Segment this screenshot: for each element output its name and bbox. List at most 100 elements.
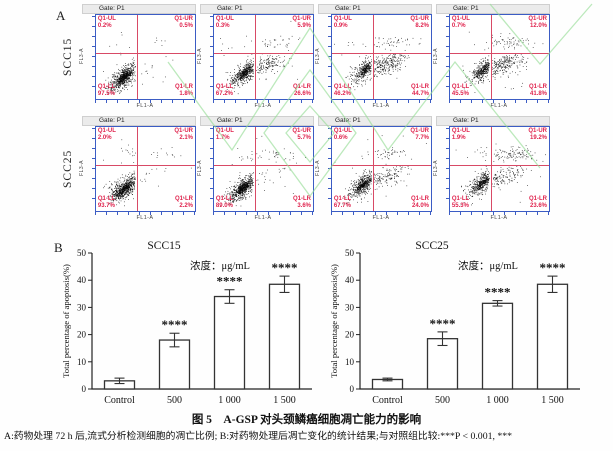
quadrant-horizontal-line bbox=[95, 164, 195, 166]
quadrant-name: Q1-LR bbox=[411, 84, 429, 91]
x-axis-ticks bbox=[95, 100, 195, 103]
quadrant-name: Q1-UL bbox=[451, 16, 470, 22]
x-category-label: 1 000 bbox=[486, 395, 509, 406]
quadrant-ll-stat: Q1-LL 46.2% bbox=[334, 84, 351, 98]
gate-label: Gate: P1 bbox=[82, 4, 196, 14]
flow-x-axis-label: FL1-A bbox=[490, 103, 508, 109]
y-axis-title: Total percentage of apoptosis(%) bbox=[61, 264, 71, 378]
flow-cytometry-plot: Gate: P1 FL3-A Q1-UL 0.3% Q1-UR 5.9% Q1-LL 67.2… bbox=[197, 4, 314, 109]
quadrant-lr-stat: Q1-LR 41.8% bbox=[529, 84, 547, 98]
flow-y-axis-label: FL3-A bbox=[78, 160, 85, 176]
quadrant-name: Q1-LL bbox=[451, 196, 470, 203]
bar-chart-scc25: 0 10 20 30 40 50 Control **** 500 **** 1 000 **** 1 … bbox=[329, 240, 580, 406]
x-category-label: Control bbox=[104, 395, 135, 406]
significance-stars: **** bbox=[485, 285, 511, 300]
quadrant-percent: 93.7% bbox=[97, 203, 115, 210]
y-axis-ticks: FL3-A bbox=[78, 126, 95, 210]
quadrant-lr-stat: Q1-LR 1.8% bbox=[175, 84, 193, 98]
bar bbox=[213, 295, 246, 390]
quadrant-name: Q1-UL bbox=[215, 128, 234, 134]
quadrant-lr-stat: Q1-LR 26.6% bbox=[293, 84, 311, 98]
x-axis-ticks bbox=[331, 212, 431, 215]
y-tick-label: 20 bbox=[345, 330, 355, 340]
quadrant-lr-stat: Q1-LR 44.7% bbox=[411, 84, 429, 98]
y-tick-label: 0 bbox=[350, 384, 355, 394]
quadrant-horizontal-line bbox=[213, 52, 313, 54]
y-tick-label: 50 bbox=[345, 248, 355, 258]
quadrant-percent: 44.7% bbox=[411, 91, 429, 98]
quadrant-percent: 5.7% bbox=[297, 134, 311, 141]
flow-plot-body: FL3-A Q1-UL 0.3% Q1-UR 5.9% Q1-LL 67.2% Q1-LR 26… bbox=[197, 14, 314, 100]
quadrant-ur-stat: Q1-UR 12.0% bbox=[528, 16, 547, 30]
quadrant-percent: 5.9% bbox=[297, 22, 311, 29]
cell-line-label: SCC15 bbox=[62, 37, 74, 76]
flow-plot-body: FL3-A Q1-UL 1.9% Q1-UR 19.2% Q1-LL 55.3% Q1-LR 2… bbox=[432, 126, 550, 212]
y-axis-ticks: FL3-A bbox=[315, 126, 331, 210]
chart-title: SCC15 bbox=[147, 240, 180, 252]
panel-a-label: A bbox=[56, 8, 66, 23]
x-axis-ticks bbox=[213, 212, 313, 215]
quadrant-name: Q1-LR bbox=[175, 196, 193, 203]
quadrant-percent: 19.2% bbox=[529, 134, 547, 141]
flow-plot-body: FL3-A Q1-UL 0.2% Q1-UR 0.5% Q1-LL 97.5% Q1-LR 1.… bbox=[78, 14, 196, 100]
quadrant-ul-stat: Q1-UL 2.0% bbox=[98, 128, 116, 142]
flow-y-axis-label: FL3-A bbox=[78, 48, 85, 64]
bar-chart-scc15: 0 10 20 30 40 50 Control **** 500 **** 1 000 **** 1 … bbox=[61, 240, 312, 406]
flow-plot-area: Q1-UL 0.9% Q1-UR 8.2% Q1-LL 46.2% Q1-LR 44.7% bbox=[330, 14, 432, 100]
quadrant-name: Q1-UR bbox=[410, 16, 429, 22]
quadrant-percent: 1.7% bbox=[215, 134, 230, 141]
flow-plot-area: Q1-UL 1.9% Q1-UR 19.2% Q1-LL 55.3% Q1-LR 23.6% bbox=[448, 126, 550, 212]
flow-plot-body: FL3-A Q1-UL 0.6% Q1-UR 7.7% Q1-LL 67.7% Q1-LR 24… bbox=[315, 126, 432, 212]
quadrant-percent: 0.7% bbox=[451, 22, 466, 29]
quadrant-horizontal-line bbox=[213, 164, 313, 166]
flow-y-axis-label: FL3-A bbox=[432, 160, 439, 176]
quadrant-percent: 2.0% bbox=[97, 134, 112, 141]
quadrant-horizontal-line bbox=[449, 164, 549, 166]
quadrant-name: Q1-UR bbox=[528, 16, 547, 22]
y-axis-ticks: FL3-A bbox=[433, 14, 449, 98]
quadrant-name: Q1-LL bbox=[97, 84, 116, 91]
quadrant-vertical-line bbox=[372, 127, 374, 211]
x-category-label: Control bbox=[372, 395, 403, 406]
quadrant-percent: 89.0% bbox=[215, 203, 233, 210]
quadrant-ll-stat: Q1-LL 93.7% bbox=[98, 196, 115, 210]
quadrant-percent: 1.9% bbox=[451, 134, 466, 141]
flow-cytometry-plot: Gate: P1 FL3-A Q1-UL 0.9% Q1-UR 8.2% Q1-LL 46.2… bbox=[314, 4, 432, 109]
flow-plot-row: SCC25 Gate: P1 FL3-A Q1-UL 2.0% Q1-UR 2.1% Q1-L… bbox=[62, 116, 550, 221]
flow-y-axis-label: FL3-A bbox=[314, 48, 321, 64]
x-axis-ticks bbox=[449, 212, 549, 215]
flow-x-axis-label: FL1-A bbox=[136, 103, 154, 109]
quadrant-percent: 2.1% bbox=[179, 134, 193, 141]
flow-plot-body: FL3-A Q1-UL 0.7% Q1-UR 12.0% Q1-LL 45.5% Q1-LR 4… bbox=[433, 14, 550, 100]
quadrant-vertical-line bbox=[490, 15, 492, 99]
quadrant-lr-stat: Q1-LR 24.0% bbox=[411, 196, 429, 210]
significance-stars: **** bbox=[272, 260, 298, 275]
chart-title: SCC25 bbox=[415, 240, 448, 252]
quadrant-name: Q1-LR bbox=[175, 84, 193, 91]
flow-cytometry-plot: Gate: P1 FL3-A Q1-UL 1.9% Q1-UR 19.2% Q1-LL 55.… bbox=[432, 116, 550, 221]
x-axis-wrap: FL1-A bbox=[213, 212, 313, 221]
x-category-label: 500 bbox=[435, 395, 450, 406]
quadrant-name: Q1-UR bbox=[528, 128, 547, 134]
x-axis-wrap: FL1-A bbox=[95, 212, 195, 221]
bar bbox=[481, 302, 514, 390]
flow-plot-area: Q1-UL 0.3% Q1-UR 5.9% Q1-LL 67.2% Q1-LR 26.6% bbox=[212, 14, 314, 100]
quadrant-horizontal-line bbox=[331, 52, 431, 54]
y-axis-title: Total percentage of apoptosis(%) bbox=[329, 264, 339, 378]
quadrant-percent: 55.3% bbox=[451, 203, 469, 210]
quadrant-name: Q1-LL bbox=[215, 196, 234, 203]
flow-plot-body: FL3-A Q1-UL 0.9% Q1-UR 8.2% Q1-LL 46.2% Q1-LR 44… bbox=[314, 14, 432, 100]
quadrant-lr-stat: Q1-LR 23.6% bbox=[529, 196, 547, 210]
gate-label: Gate: P1 bbox=[200, 116, 314, 126]
y-tick-label: 0 bbox=[82, 384, 87, 394]
concentration-annotation: 浓度：μg/mL bbox=[458, 259, 518, 272]
y-axis-ticks: FL3-A bbox=[197, 126, 213, 210]
quadrant-vertical-line bbox=[254, 15, 256, 99]
flow-cytometry-plot: Gate: P1 FL3-A Q1-UL 0.7% Q1-UR 12.0% Q1-LL 45.… bbox=[433, 4, 550, 109]
y-axis-ticks: FL3-A bbox=[78, 14, 95, 98]
flow-plot-area: Q1-UL 0.6% Q1-UR 7.7% Q1-LL 67.7% Q1-LR 24.0% bbox=[330, 126, 432, 212]
quadrant-name: Q1-UR bbox=[292, 16, 311, 22]
gate-label: Gate: P1 bbox=[318, 116, 432, 126]
quadrant-ll-stat: Q1-LL 89.0% bbox=[216, 196, 233, 210]
quadrant-name: Q1-UL bbox=[97, 16, 116, 22]
